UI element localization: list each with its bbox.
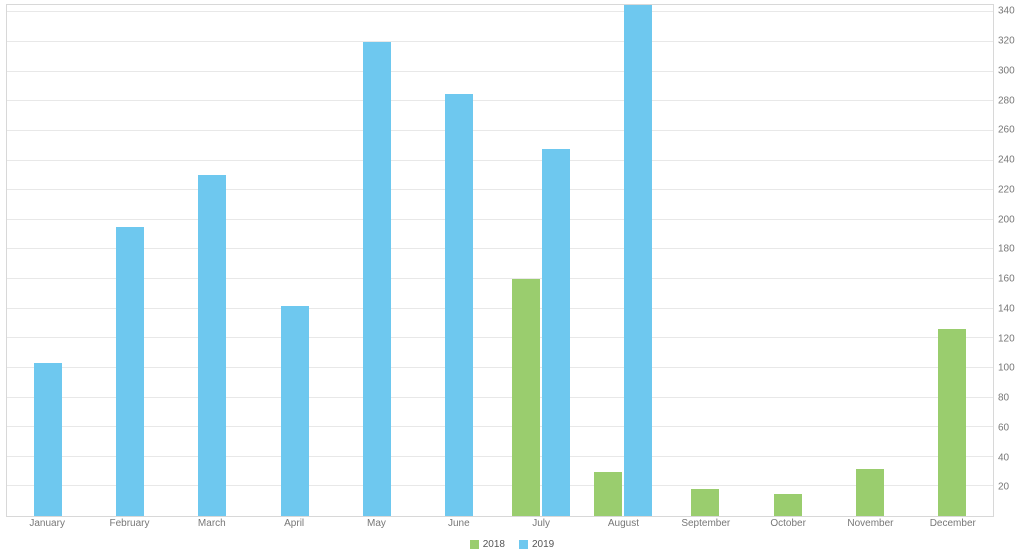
bar [445, 94, 473, 516]
y-tick-label: 340 [998, 6, 1020, 17]
x-tick-label: February [88, 518, 170, 532]
category-group [89, 5, 171, 516]
y-tick-label: 320 [998, 36, 1020, 47]
bar-chart: 20 40 60 80 100 120 140 160 180 200 220 240 260 280 30… [0, 0, 1024, 552]
x-tick-label: December [912, 518, 994, 532]
category-group [171, 5, 253, 516]
legend-item: 2019 [519, 539, 554, 550]
bar [542, 149, 570, 516]
x-tick-label: August [582, 518, 664, 532]
category-group [829, 5, 911, 516]
bar [116, 227, 144, 516]
plot-area [6, 4, 994, 517]
y-tick-label: 300 [998, 65, 1020, 76]
y-tick-label: 60 [998, 422, 1020, 433]
y-tick-label: 120 [998, 333, 1020, 344]
legend-item: 2018 [470, 539, 505, 550]
legend-label: 2019 [532, 539, 554, 550]
x-tick-label: June [418, 518, 500, 532]
bar [363, 42, 391, 516]
x-tick-label: March [171, 518, 253, 532]
bar [512, 279, 540, 516]
bar [281, 306, 309, 516]
category-group [418, 5, 500, 516]
x-axis-labels: JanuaryFebruaryMarchAprilMayJuneJulyAugu… [6, 518, 994, 532]
category-group [500, 5, 582, 516]
y-tick-label: 260 [998, 125, 1020, 136]
category-group [911, 5, 993, 516]
category-group [664, 5, 746, 516]
bar [938, 329, 966, 516]
bar [34, 363, 62, 516]
y-tick-label: 140 [998, 303, 1020, 314]
category-group [582, 5, 664, 516]
category-group [7, 5, 89, 516]
category-group [747, 5, 829, 516]
category-group [336, 5, 418, 516]
y-tick-label: 180 [998, 244, 1020, 255]
y-tick-label: 200 [998, 214, 1020, 225]
bars-container [7, 5, 993, 516]
y-tick-label: 20 [998, 482, 1020, 493]
legend-label: 2018 [483, 539, 505, 550]
legend-swatch [470, 540, 479, 549]
bar [624, 5, 652, 516]
y-tick-label: 240 [998, 155, 1020, 166]
y-tick-label: 80 [998, 393, 1020, 404]
y-tick-label: 40 [998, 452, 1020, 463]
bar [774, 494, 802, 516]
x-tick-label: September [665, 518, 747, 532]
bar [198, 175, 226, 516]
x-tick-label: October [747, 518, 829, 532]
x-tick-label: January [6, 518, 88, 532]
category-group [254, 5, 336, 516]
x-tick-label: May [335, 518, 417, 532]
y-tick-label: 280 [998, 95, 1020, 106]
legend-swatch [519, 540, 528, 549]
bar [691, 489, 719, 516]
y-tick-label: 100 [998, 363, 1020, 374]
x-tick-label: November [829, 518, 911, 532]
legend: 2018 2019 [0, 539, 1024, 550]
y-tick-label: 220 [998, 184, 1020, 195]
bar [856, 469, 884, 516]
y-tick-label: 160 [998, 274, 1020, 285]
x-tick-label: July [500, 518, 582, 532]
bar [594, 472, 622, 516]
x-tick-label: April [253, 518, 335, 532]
